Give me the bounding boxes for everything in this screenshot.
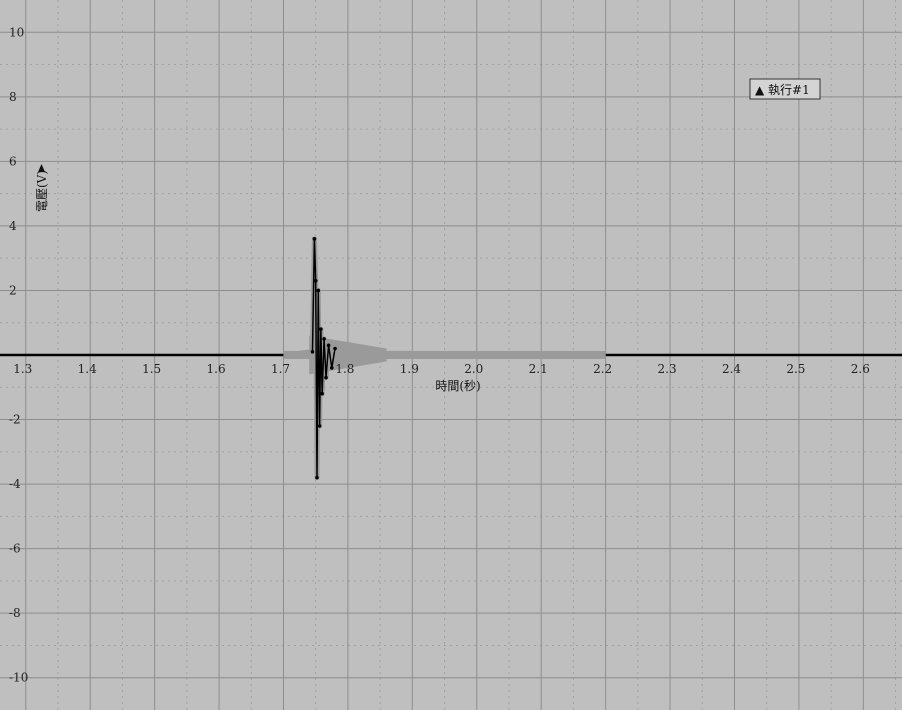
x-tick-label: 1.6 [207,362,226,376]
y-tick-label: -4 [9,477,21,491]
x-tick-label: 1.5 [142,362,161,376]
data-point [324,375,328,380]
y-axis-title: 電壓(V) [35,170,49,212]
y-tick-label: -10 [9,671,28,685]
y-tick-label: 10 [9,25,24,39]
x-tick-label: 2.4 [722,362,741,376]
x-tick-label: 2.6 [851,362,870,376]
data-point [333,346,337,351]
x-tick-label: 2.3 [658,362,677,376]
x-tick-label: 1.4 [78,362,97,376]
y-tick-label: 8 [9,90,17,104]
data-point [312,237,317,241]
x-tick-label: 1.3 [13,362,32,376]
y-axis-title-group: 電壓(V) [35,164,49,212]
data-point [315,475,319,480]
x-tick-label: 1.8 [335,362,354,376]
y-tick-label: 2 [9,283,17,297]
data-point [310,349,315,354]
y-tick-label: -8 [9,606,21,620]
legend-box [749,78,821,100]
data-point [316,288,321,293]
data-point [320,391,324,396]
y-axis-marker-icon [38,164,45,172]
x-tick-label: 2.5 [786,362,805,376]
y-tick-label: 4 [9,219,17,233]
y-tick-label: -2 [9,413,21,427]
data-point [313,278,318,283]
legend: ▲ 執行#1 [749,78,821,100]
x-tick-label: 1.9 [400,362,419,376]
y-tick-label: 6 [9,154,17,168]
y-tick-label: -6 [9,542,21,556]
x-axis-title: 時間(秒) [435,379,480,393]
data-point [326,343,331,348]
x-tick-label: 2.2 [593,362,612,376]
x-tick-label: 1.7 [271,362,290,376]
tick-labels: 1.3 1.4 1.5 1.6 1.7 1.8 1.9 2.0 2.1 2.2 2.3 2.4 2.5 2… [9,25,870,684]
x-tick-label: 2.0 [464,362,483,376]
data-point [319,327,323,331]
x-tick-label: 2.1 [529,362,548,376]
data-point [317,424,322,428]
series-layer [0,236,902,481]
data-point [330,366,334,370]
data-point [322,337,326,341]
legend-entry: ▲ 執行#1 [755,83,810,97]
